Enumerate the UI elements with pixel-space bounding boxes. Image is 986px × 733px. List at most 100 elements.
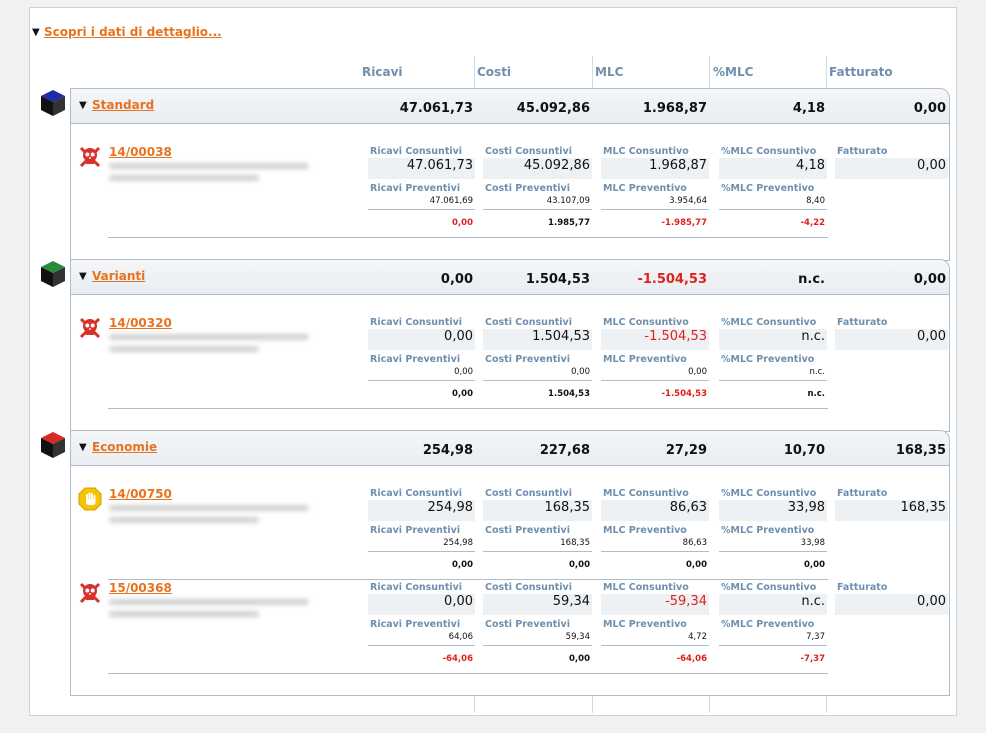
label-pmlc-cons: %MLC Consuntivo (721, 488, 817, 499)
consuntivo-value: -1.504,53 (644, 329, 707, 344)
row-divider (368, 551, 475, 552)
label-mlc-prev: MLC Preventivo (603, 619, 687, 630)
preventivo-value: 3.954,64 (669, 196, 707, 206)
toggle-detail-link[interactable]: Scopri i dati di dettaglio... (44, 25, 222, 39)
group-header: ▼ Standard 47.061,73 45.092,86 1.968,87 4,18 0… (71, 89, 949, 124)
row-divider (368, 645, 475, 646)
consuntivo-value: 168,35 (544, 500, 591, 515)
label-ricavi-cons: Ricavi Consuntivi (370, 488, 463, 499)
value-cell (719, 329, 827, 350)
row-divider (368, 209, 475, 210)
value-cell (483, 158, 592, 179)
project-code-link[interactable]: 15/00368 (109, 581, 172, 595)
cube-icon (40, 431, 66, 459)
consuntivo-value: 33,98 (787, 500, 825, 515)
value-cell (368, 158, 475, 179)
consuntivo-value: 1.504,53 (532, 329, 590, 344)
group-name-link[interactable]: Varianti (92, 269, 146, 283)
group-name-link[interactable]: Economie (92, 440, 158, 454)
difference-value: 0,00 (452, 218, 473, 228)
group-total-5: 0,00 (913, 101, 946, 116)
value-cell (835, 500, 948, 521)
value-cell (483, 500, 592, 521)
row-divider (601, 551, 709, 552)
group-varianti: ▼ Varianti 0,00 1.504,53 -1.504,53 n.c. 0,00 14… (70, 259, 950, 432)
consuntivo-value: n.c. (801, 594, 825, 609)
consuntivo-value: 45.092,86 (523, 158, 590, 173)
difference-value: 0,00 (569, 560, 590, 570)
danger-skull-icon (78, 316, 102, 340)
label-costi-cons: Costi Consuntivi (485, 146, 572, 157)
disclosure-triangle-icon[interactable]: ▼ (79, 100, 87, 111)
group-total-1: 0,00 (440, 272, 473, 287)
value-cell (835, 329, 948, 350)
row-divider (368, 380, 475, 381)
row-divider (601, 209, 709, 210)
warning-hand-icon (78, 487, 102, 511)
label-costi-prev: Costi Preventivi (485, 619, 570, 630)
difference-value: -7,37 (800, 654, 826, 664)
danger-skull-icon (78, 145, 102, 169)
difference-value: -64,06 (676, 654, 707, 664)
consuntivo-value: 254,98 (427, 500, 474, 515)
value-cell (719, 500, 827, 521)
label-ricavi-cons: Ricavi Consuntivi (370, 146, 463, 157)
value-cell (835, 594, 948, 615)
label-mlc-prev: MLC Preventivo (603, 525, 687, 536)
preventivo-value: n.c. (809, 367, 825, 377)
label-costi-prev: Costi Preventivi (485, 183, 570, 194)
preventivo-value: 33,98 (800, 538, 825, 548)
label-fatturato: Fatturato (837, 317, 888, 328)
group-total-2: 227,68 (539, 443, 590, 458)
blurred-description (109, 517, 259, 523)
blurred-description (109, 334, 309, 340)
group-total-1: 254,98 (422, 443, 473, 458)
row-divider (719, 209, 827, 210)
row-divider (483, 551, 592, 552)
disclosure-triangle-icon[interactable]: ▼ (32, 27, 40, 38)
consuntivo-value: 0,00 (917, 594, 946, 609)
row-divider (719, 380, 827, 381)
difference-value: -1.985,77 (661, 218, 707, 228)
label-mlc-prev: MLC Preventivo (603, 183, 687, 194)
value-cell (601, 158, 709, 179)
label-ricavi-cons: Ricavi Consuntivi (370, 317, 463, 328)
group-total-5: 0,00 (913, 272, 946, 287)
group-name-link[interactable]: Standard (92, 98, 155, 112)
danger-skull-icon (78, 581, 102, 605)
row-divider (601, 380, 709, 381)
project-code-link[interactable]: 14/00320 (109, 316, 172, 330)
preventivo-value: 0,00 (571, 367, 590, 377)
consuntivo-value: 4,18 (796, 158, 825, 173)
disclosure-triangle-icon[interactable]: ▼ (79, 442, 87, 453)
detail-panel: ▼ Scopri i dati di dettaglio... Ricavi Co… (29, 7, 957, 716)
project-divider (108, 673, 828, 674)
difference-value: 0,00 (569, 654, 590, 664)
disclosure-triangle-icon[interactable]: ▼ (79, 271, 87, 282)
preventivo-value: 4,72 (688, 632, 707, 642)
row-divider (483, 209, 592, 210)
preventivo-value: 254,98 (443, 538, 473, 548)
blurred-description (109, 505, 309, 511)
label-mlc-cons: MLC Consuntivo (603, 488, 689, 499)
difference-value: -64,06 (442, 654, 473, 664)
preventivo-value: 47.061,69 (429, 196, 473, 206)
consuntivo-value: 0,00 (444, 329, 473, 344)
label-pmlc-prev: %MLC Preventivo (721, 354, 815, 365)
group-standard: ▼ Standard 47.061,73 45.092,86 1.968,87 4,18 0… (70, 88, 950, 261)
column-header-3: MLC (595, 65, 624, 79)
value-cell (601, 500, 709, 521)
preventivo-value: 0,00 (454, 367, 473, 377)
column-header-5: Fatturato (829, 65, 893, 79)
value-cell (719, 158, 827, 179)
project-code-link[interactable]: 14/00750 (109, 487, 172, 501)
group-header: ▼ Varianti 0,00 1.504,53 -1.504,53 n.c. 0,00 (71, 260, 949, 295)
project-divider (108, 237, 828, 238)
label-ricavi-prev: Ricavi Preventivi (370, 183, 461, 194)
label-pmlc-cons: %MLC Consuntivo (721, 146, 817, 157)
group-total-3: 27,29 (665, 443, 707, 458)
preventivo-value: 168,35 (560, 538, 590, 548)
label-pmlc-cons: %MLC Consuntivo (721, 317, 817, 328)
row-divider (601, 645, 709, 646)
project-code-link[interactable]: 14/00038 (109, 145, 172, 159)
